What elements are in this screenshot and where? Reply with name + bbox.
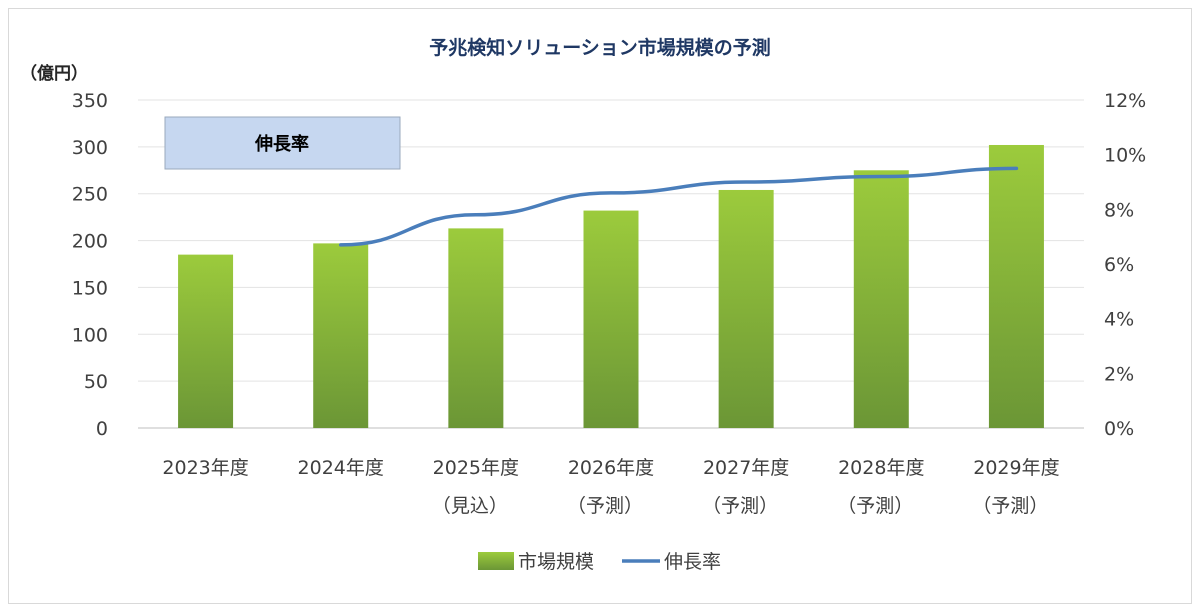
left-tick-label: 350 — [72, 90, 108, 112]
bar — [448, 228, 504, 428]
right-tick-label: 2% — [1104, 363, 1134, 385]
legend-label-market-size: 市場規模 — [518, 551, 594, 573]
category-sublabel: （予測） — [567, 495, 643, 517]
annotation-box: 伸長率 — [164, 116, 401, 170]
bar — [583, 210, 639, 428]
category-label: 2027年度 — [703, 457, 789, 479]
right-tick-label: 8% — [1104, 199, 1134, 221]
category-label: 2025年度 — [433, 457, 519, 479]
category-label: 2023年度 — [162, 457, 248, 479]
category-sublabel: （予測） — [972, 495, 1048, 517]
left-tick-label: 0 — [96, 418, 108, 440]
bar — [718, 189, 774, 428]
right-tick-label: 4% — [1104, 309, 1134, 331]
legend-label-growth-rate: 伸長率 — [664, 551, 721, 573]
category-label: 2024年度 — [298, 457, 384, 479]
category-label: 2029年度 — [973, 457, 1059, 479]
left-tick-label: 150 — [72, 277, 108, 299]
category-sublabel: （予測） — [837, 495, 913, 517]
left-axis-ticks: 0 50 100 150 200 250 300 350 — [72, 90, 108, 440]
annotation-box-text: 伸長率 — [254, 133, 309, 155]
bar-series — [178, 144, 1044, 429]
left-tick-label: 300 — [72, 137, 108, 159]
bar — [313, 243, 369, 428]
chart-title: 予兆検知ソリューション市場規模の予測 — [429, 36, 771, 59]
category-label: 2028年度 — [838, 457, 924, 479]
annotation-box-rect — [164, 116, 401, 170]
growth-rate-line — [338, 166, 1019, 247]
right-axis-ticks: 0% 2% 4% 6% 8% 10% 12% — [1104, 90, 1146, 440]
y-axis-unit-label: （億円） — [20, 63, 88, 84]
x-axis-categories: 2023年度 2024年度 2025年度 （見込） 2026年度 （予測） 2027年度 （予… — [162, 457, 1059, 517]
legend: 市場規模 伸長率 — [478, 551, 721, 573]
right-tick-label: 10% — [1104, 145, 1146, 167]
legend-bar-swatch — [478, 552, 514, 570]
left-tick-label: 250 — [72, 184, 108, 206]
left-tick-label: 100 — [72, 324, 108, 346]
bar — [853, 170, 909, 429]
bar — [178, 254, 234, 428]
category-sublabel: （予測） — [702, 495, 778, 517]
left-tick-label: 50 — [84, 371, 108, 393]
right-tick-label: 0% — [1104, 418, 1134, 440]
bar — [988, 144, 1044, 429]
right-tick-label: 6% — [1104, 254, 1134, 276]
category-sublabel: （見込） — [432, 495, 508, 517]
left-tick-label: 200 — [72, 231, 108, 253]
right-tick-label: 12% — [1104, 90, 1146, 112]
category-label: 2026年度 — [568, 457, 654, 479]
line-series — [338, 166, 1019, 247]
